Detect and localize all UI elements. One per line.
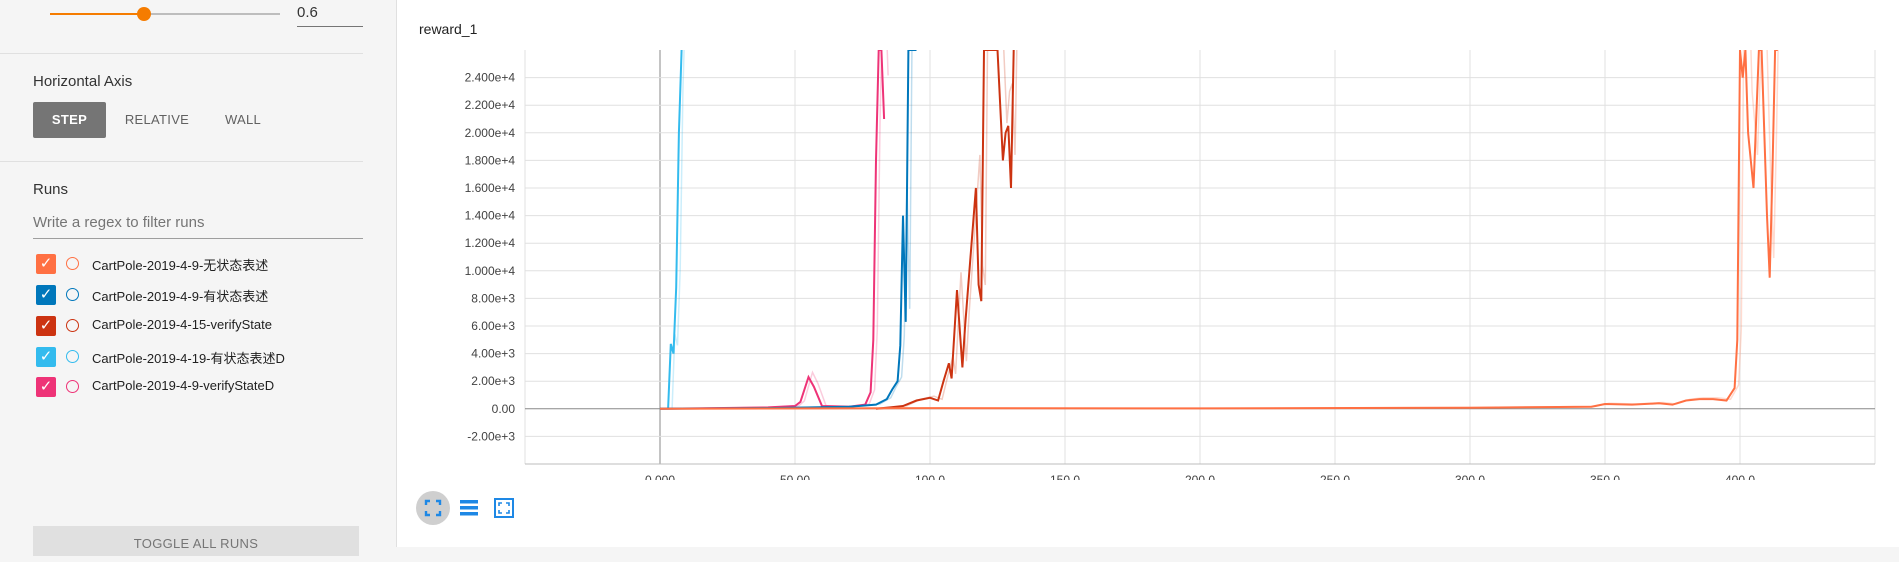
fit-domain-icon[interactable] — [487, 491, 521, 525]
x-tick-label: 50.00 — [780, 473, 810, 480]
series-line — [659, 50, 1778, 410]
series-group — [659, 50, 889, 410]
y-tick-label: 2.200e+4 — [465, 98, 516, 112]
series-line — [875, 50, 1015, 410]
run-color-circle[interactable] — [66, 319, 79, 332]
horizontal-axis-title: Horizontal Axis — [33, 73, 133, 90]
y-tick-label: -2.00e+3 — [467, 429, 515, 443]
chart-plot[interactable]: -2.00e+3 0.00 2.00e+3 4.00e+3 6.00e+3 8.00e+3… — [397, 0, 1899, 480]
y-tick-label: 4.00e+3 — [471, 347, 515, 361]
chart-title: reward_1 — [419, 21, 478, 37]
run-checkbox[interactable]: ✓ — [36, 285, 56, 305]
run-color-circle[interactable] — [66, 380, 79, 393]
y-tick-label: 1.800e+4 — [465, 153, 516, 167]
chart-card: reward_1 -2.00e+3 0.00 2.00e+3 4.00e+3 6.00e… — [397, 0, 1899, 547]
run-checkbox[interactable]: ✓ — [36, 254, 56, 274]
y-tick-label: 6.00e+3 — [471, 319, 515, 333]
smoothing-slider-thumb[interactable] — [137, 7, 151, 21]
series-group — [659, 50, 1779, 410]
run-checkbox[interactable]: ✓ — [36, 377, 56, 397]
axis-wall-button[interactable]: WALL — [224, 112, 262, 127]
run-label: CartPole-2019-4-9-无状态表述 — [92, 258, 269, 273]
series-group — [875, 50, 1018, 410]
y-tick-label: 1.600e+4 — [465, 181, 516, 195]
x-tick-label: 150.0 — [1050, 473, 1080, 480]
series-raw-line — [663, 50, 1779, 410]
x-tick-label: 300.0 — [1455, 473, 1485, 480]
toggle-all-runs-button[interactable]: TOGGLE ALL RUNS — [33, 526, 359, 556]
runs-filter-input[interactable]: Write a regex to filter runs — [33, 214, 363, 239]
axis-relative-button[interactable]: RELATIVE — [124, 112, 190, 127]
smoothing-value-input[interactable]: 0.6 — [297, 4, 363, 27]
series-group — [667, 50, 685, 409]
y-tick-label: 0.00 — [492, 402, 516, 416]
y-tick-label: 1.200e+4 — [465, 236, 516, 250]
y-tick-label: 2.00e+3 — [471, 374, 515, 388]
x-tick-label: 250.0 — [1320, 473, 1350, 480]
smoothing-slider[interactable] — [50, 7, 280, 21]
sidebar: 0.6 Horizontal Axis STEP RELATIVE WALL R… — [0, 0, 397, 556]
x-tick-label: 400.0 — [1725, 473, 1755, 480]
series-line — [667, 50, 683, 409]
run-checkbox[interactable]: ✓ — [36, 316, 56, 336]
y-tick-label: 1.400e+4 — [465, 209, 516, 223]
run-color-circle[interactable] — [66, 288, 79, 301]
x-tick-label: 350.0 — [1590, 473, 1620, 480]
y-tick-label: 2.400e+4 — [465, 71, 516, 85]
run-label: CartPole-2019-4-9-有状态表述 — [92, 289, 269, 304]
run-color-circle[interactable] — [66, 257, 79, 270]
fullscreen-icon[interactable] — [416, 491, 450, 525]
y-tick-label: 1.000e+4 — [465, 264, 516, 278]
series-raw-line — [663, 50, 889, 410]
series-raw-line — [879, 50, 1018, 410]
x-tick-label: 100.0 — [915, 473, 945, 480]
runs-title: Runs — [33, 181, 69, 198]
data-table-icon[interactable] — [452, 491, 486, 525]
series-line — [659, 50, 886, 410]
run-checkbox[interactable]: ✓ — [36, 347, 56, 367]
divider — [0, 53, 363, 54]
x-tick-label: 200.0 — [1185, 473, 1215, 480]
run-label: CartPole-2019-4-9-verifyStateD — [92, 378, 275, 393]
x-tick-label: 0.000 — [645, 473, 675, 480]
run-label: CartPole-2019-4-15-verifyState — [92, 317, 272, 332]
run-label: CartPole-2019-4-19-有状态表述D — [92, 351, 285, 366]
y-tick-label: 8.00e+3 — [471, 291, 515, 305]
y-tick-label: 2.000e+4 — [465, 126, 516, 140]
divider — [0, 161, 363, 162]
series-line — [659, 50, 917, 410]
series-group — [659, 50, 917, 410]
smoothing-slider-fill — [50, 13, 144, 15]
run-color-circle[interactable] — [66, 350, 79, 363]
axis-step-button[interactable]: STEP — [33, 102, 106, 138]
